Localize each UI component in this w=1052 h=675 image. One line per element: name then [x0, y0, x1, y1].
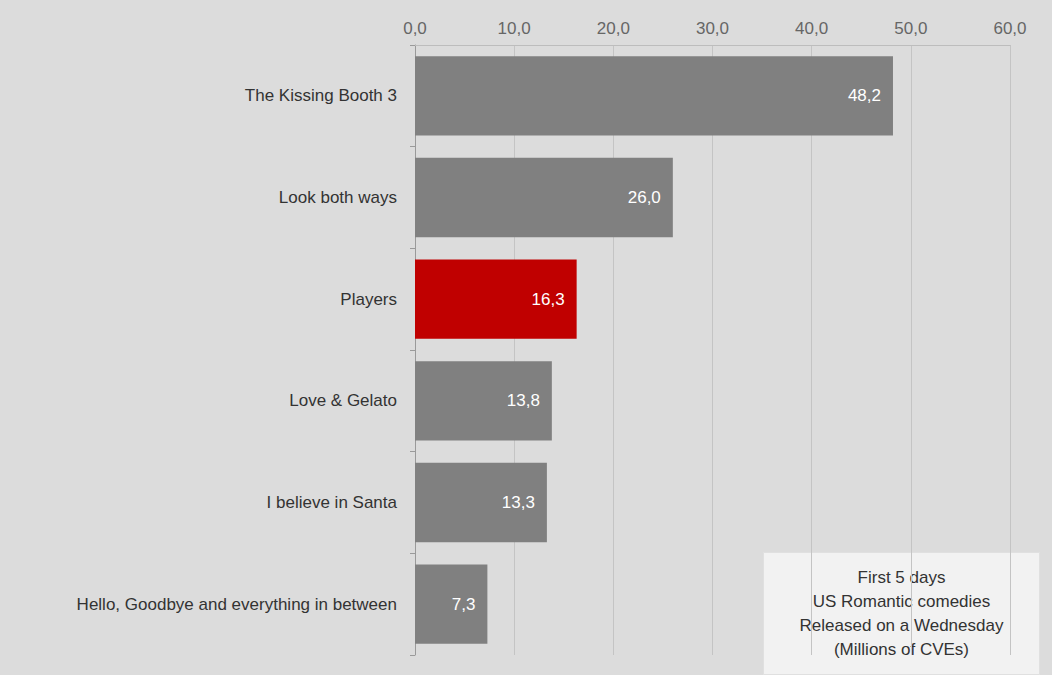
svg-text:26,0: 26,0: [628, 188, 661, 207]
svg-text:Look both ways: Look both ways: [279, 188, 397, 207]
svg-text:I believe in Santa: I believe in Santa: [267, 493, 398, 512]
svg-text:First 5 days: First 5 days: [858, 568, 946, 587]
svg-text:Players: Players: [340, 290, 397, 309]
svg-text:Released on a Wednesday: Released on a Wednesday: [800, 616, 1004, 635]
svg-text:50,0: 50,0: [894, 19, 927, 38]
svg-text:16,3: 16,3: [532, 290, 565, 309]
svg-text:40,0: 40,0: [795, 19, 828, 38]
svg-text:0,0: 0,0: [403, 19, 427, 38]
svg-text:(Millions of CVEs): (Millions of CVEs): [834, 640, 969, 659]
svg-text:48,2: 48,2: [848, 86, 881, 105]
svg-text:13,3: 13,3: [502, 493, 535, 512]
svg-text:The Kissing Booth 3: The Kissing Booth 3: [245, 86, 397, 105]
svg-text:13,8: 13,8: [507, 391, 540, 410]
svg-text:20,0: 20,0: [597, 19, 630, 38]
svg-text:60,0: 60,0: [993, 19, 1026, 38]
svg-text:10,0: 10,0: [498, 19, 531, 38]
svg-text:Hello, Goodbye and everything: Hello, Goodbye and everything in between: [77, 595, 397, 614]
svg-text:Love & Gelato: Love & Gelato: [289, 391, 397, 410]
svg-text:7,3: 7,3: [452, 595, 476, 614]
svg-text:30,0: 30,0: [696, 19, 729, 38]
svg-text:US Romantic comedies: US Romantic comedies: [813, 592, 991, 611]
